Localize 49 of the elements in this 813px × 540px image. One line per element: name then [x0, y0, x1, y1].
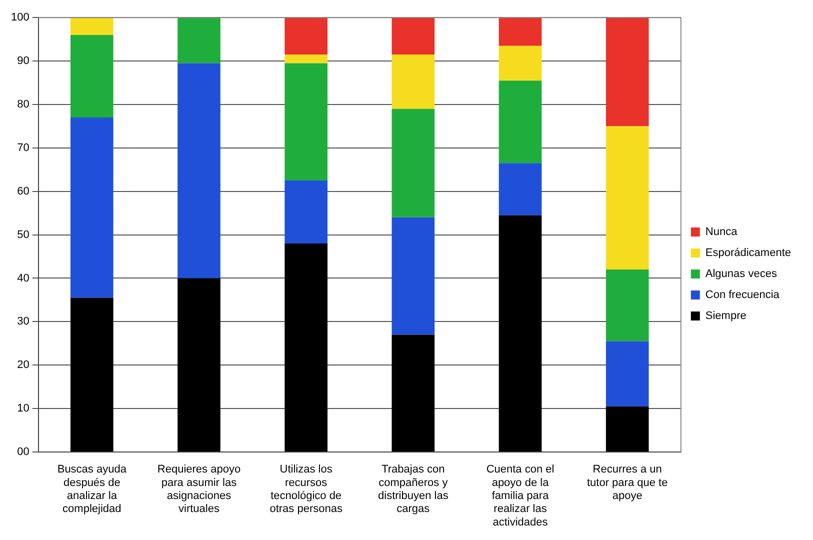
legend-label: Con frecuencia	[705, 289, 780, 302]
y-tick-label: 60	[17, 185, 30, 198]
legend-label: Esporádicamente	[705, 247, 792, 260]
x-tick-label: Cuenta con el apoyo de la familia para realizar las actividades	[486, 464, 554, 528]
bar	[392, 334, 435, 452]
bar	[498, 46, 542, 81]
bar	[284, 180, 328, 244]
bar	[498, 80, 542, 164]
bar	[606, 270, 649, 342]
bar	[498, 18, 542, 46]
bar	[284, 18, 328, 55]
y-tick-label: 50	[17, 228, 30, 241]
x-tick-label: Recurres a un tutor para que te apoye	[586, 464, 668, 502]
bar	[70, 118, 114, 298]
x-tick-label: Trabajas con compañeros y distribuyen las cargas	[378, 464, 449, 516]
y-tick-label: 30	[17, 316, 30, 328]
bar	[606, 126, 649, 270]
bar	[178, 18, 220, 64]
x-tick-label: Requieres apoyo para asumir las asignaciones virtuales	[157, 464, 241, 516]
bar	[498, 215, 542, 452]
legend-label: Algunas veces	[705, 268, 778, 280]
bar	[70, 34, 114, 118]
bar	[606, 406, 649, 452]
y-tick-label: 10	[17, 402, 30, 415]
bar	[392, 54, 435, 109]
y-tick-label: 20	[17, 359, 30, 372]
bar	[392, 18, 435, 55]
bar	[70, 298, 114, 452]
bar	[284, 243, 328, 452]
legend-label: Siempre	[705, 310, 746, 322]
bar	[178, 63, 220, 278]
bar	[284, 54, 328, 64]
y-tick-label: 40	[17, 272, 30, 284]
bar	[284, 63, 328, 180]
y-tick-label: 90	[17, 55, 30, 68]
y-tick-label: 100	[10, 12, 30, 24]
bar	[606, 341, 649, 406]
legend-label: Nunca	[705, 226, 738, 238]
bar	[392, 217, 435, 335]
bar	[178, 278, 220, 452]
bar	[70, 18, 114, 35]
bar	[606, 18, 649, 126]
x-tick-label: Buscas ayuda después de analizar la complejidad	[57, 464, 128, 516]
bar	[392, 108, 435, 218]
x-tick-label: Utilizas los recursos tecnológico de otras personas	[270, 464, 343, 516]
bar	[498, 163, 542, 216]
y-tick-label: 00	[17, 446, 30, 458]
y-tick-label: 70	[17, 142, 30, 154]
y-tick-label: 80	[17, 98, 30, 111]
